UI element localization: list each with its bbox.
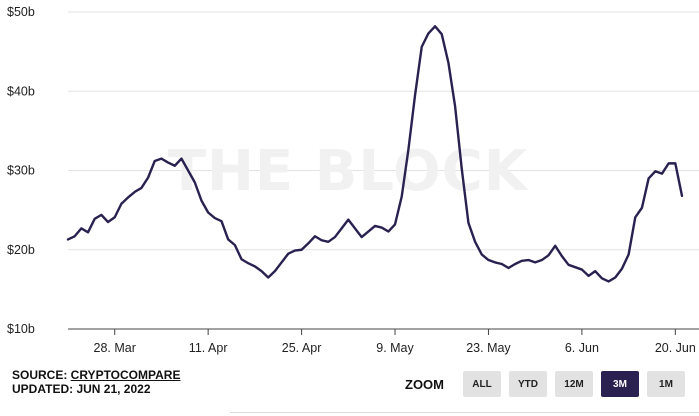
y-tick-label: $20b: [7, 243, 35, 257]
zoom-ytd-button[interactable]: YTD: [509, 371, 547, 397]
chart-footer: SOURCE: CRYPTOCOMPARE UPDATED: JUN 21, 2…: [12, 368, 180, 396]
divider: [230, 412, 699, 413]
series-line: [66, 25, 684, 283]
source-line: SOURCE: CRYPTOCOMPARE: [12, 368, 180, 382]
zoom-3m-button[interactable]: 3M: [601, 371, 639, 397]
x-tick-label: 25. Apr: [282, 341, 322, 355]
x-tick-label: 23. May: [466, 341, 511, 355]
y-tick-label: $50b: [7, 5, 35, 19]
axes: $10b $20b $30b $40b $50b 28. Mar 11. Apr 25. Ap…: [7, 5, 699, 355]
watermark: THE BLOCK: [168, 139, 530, 204]
x-tick-label: 11. Apr: [189, 341, 228, 355]
grid: [68, 11, 699, 251]
y-tick-label: $10b: [7, 322, 35, 336]
x-tick-label: 6. Jun: [565, 341, 599, 355]
y-tick-label: $30b: [7, 164, 35, 178]
zoom-label: ZOOM: [405, 376, 444, 392]
zoom-1m-button[interactable]: 1M: [647, 371, 685, 397]
zoom-all-button[interactable]: ALL: [463, 371, 501, 397]
zoom-controls: ZOOM ALL YTD 12M 3M 1M: [405, 371, 685, 397]
zoom-12m-button[interactable]: 12M: [555, 371, 593, 397]
updated-date: UPDATED: JUN 21, 2022: [12, 382, 151, 396]
source-link[interactable]: CRYPTOCOMPARE: [70, 368, 181, 382]
y-tick-label: $40b: [7, 84, 35, 98]
series-layer: [66, 25, 684, 283]
x-tick-label: 9. May: [376, 341, 414, 355]
x-tick-label: 20. Jun: [655, 341, 696, 355]
x-tick-label: 28. Mar: [94, 341, 136, 355]
source-prefix: SOURCE:: [12, 368, 71, 382]
